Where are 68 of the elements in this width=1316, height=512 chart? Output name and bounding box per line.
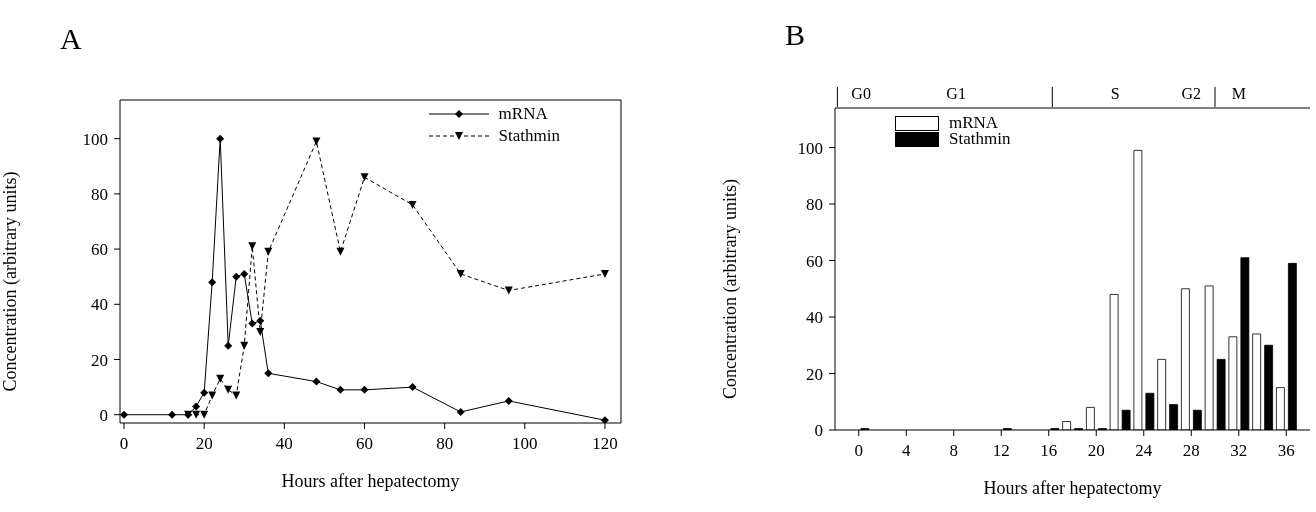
y-tick-label: 100 <box>797 138 823 158</box>
point <box>240 269 249 278</box>
x-tick-label: 60 <box>355 434 373 454</box>
point <box>600 416 609 423</box>
point <box>208 278 217 287</box>
y-tick-label: 100 <box>82 129 108 149</box>
point <box>312 137 321 146</box>
y-tick-label: 80 <box>91 184 108 204</box>
point <box>408 200 417 209</box>
point <box>504 286 513 295</box>
y-tick-label: 60 <box>806 251 823 271</box>
x-axis-title: Hours after hepatectomy <box>983 478 1162 498</box>
point <box>248 242 257 251</box>
y-tick-label: 60 <box>91 240 108 260</box>
y-axis-title: Concentration (arbitrary units) <box>0 171 22 392</box>
point <box>232 391 241 400</box>
x-tick-label: 4 <box>902 441 911 461</box>
y-axis-title: Concentration (arbitrary units) <box>720 179 742 399</box>
point <box>600 269 609 278</box>
y-tick-label: 40 <box>91 295 108 315</box>
point <box>504 396 513 405</box>
x-tick-label: 36 <box>1277 441 1295 461</box>
point <box>264 369 273 378</box>
y-tick-label: 0 <box>814 421 823 441</box>
point <box>336 247 345 256</box>
legend-label: Stathmin <box>949 129 1011 149</box>
x-tick-label: 0 <box>854 441 863 461</box>
point <box>456 407 465 416</box>
point <box>456 269 465 278</box>
legend-label: mRNA <box>949 113 999 132</box>
x-tick-label: 80 <box>436 434 454 454</box>
point <box>216 134 225 143</box>
point <box>168 410 177 419</box>
x-axis-title: Hours after hepatectomy <box>281 471 460 491</box>
x-tick-label: 28 <box>1182 441 1200 461</box>
point <box>200 388 209 397</box>
x-tick-label: 16 <box>1040 441 1058 461</box>
x-tick-label: 8 <box>949 441 958 461</box>
x-tick-label: 100 <box>512 434 538 454</box>
point <box>408 383 417 392</box>
point <box>312 377 321 386</box>
x-tick-label: 20 <box>1087 441 1105 461</box>
y-tick-label: 0 <box>99 405 108 425</box>
legend-label: Stathmin <box>498 126 560 146</box>
legend-label: mRNA <box>498 104 548 124</box>
x-tick-label: 120 <box>592 434 618 454</box>
point <box>120 410 129 419</box>
point <box>336 385 345 394</box>
x-tick-label: 24 <box>1135 441 1153 461</box>
point <box>256 316 265 325</box>
y-tick-label: 80 <box>806 195 823 215</box>
point <box>208 391 217 400</box>
point <box>232 272 241 281</box>
point <box>360 173 369 182</box>
x-tick-label: 32 <box>1230 441 1248 461</box>
point <box>224 341 233 350</box>
y-tick-label: 40 <box>806 308 823 328</box>
x-tick-label: 0 <box>119 434 129 454</box>
x-tick-label: 20 <box>195 434 213 454</box>
point <box>248 319 257 328</box>
x-tick-label: 12 <box>992 441 1010 461</box>
x-tick-label: 40 <box>275 434 293 454</box>
chart-title: A <box>60 22 82 56</box>
chart-title: B <box>785 18 806 52</box>
y-tick-label: 20 <box>806 364 823 384</box>
y-tick-label: 20 <box>91 350 108 370</box>
point <box>192 402 201 411</box>
point <box>360 385 369 394</box>
